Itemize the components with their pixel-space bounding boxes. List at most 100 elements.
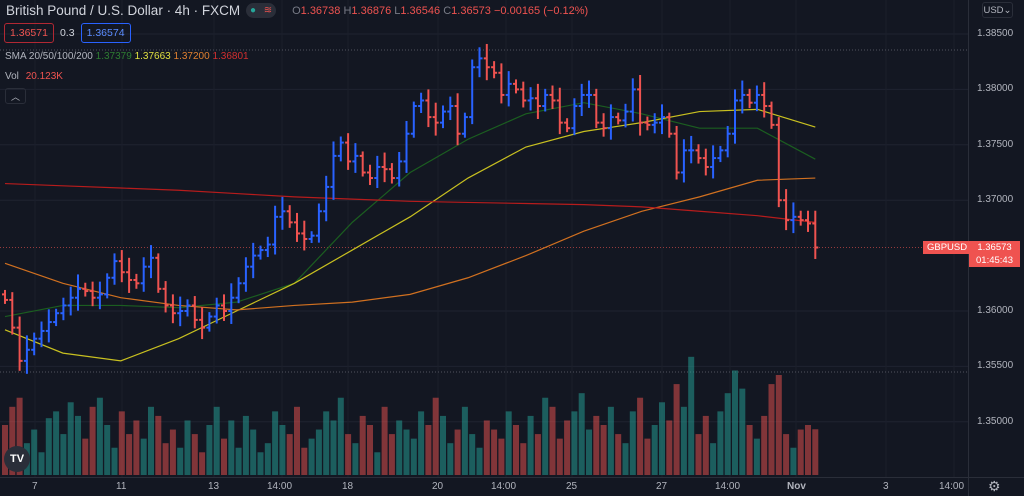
chart-legend: British Pound / U.S. Dollar · 4h · FXCM … xyxy=(6,3,588,18)
volume-bar xyxy=(315,429,322,475)
ohlc-bar xyxy=(659,104,665,135)
volume-bar xyxy=(666,420,673,475)
ohlc-bar xyxy=(323,175,330,222)
ohlc-bar xyxy=(221,294,227,321)
ohlc-bar xyxy=(162,281,169,313)
ohlc-bar xyxy=(45,309,52,343)
collapse-legend-button[interactable]: ︿ xyxy=(5,88,26,104)
volume-bar xyxy=(629,411,636,475)
volume-bar xyxy=(126,434,133,475)
volume-bar xyxy=(381,406,388,475)
ohlc-bar xyxy=(148,245,154,279)
gear-icon[interactable]: ⚙ xyxy=(988,478,1001,494)
symbol-price-tag: GBPUSD xyxy=(923,241,969,254)
ohlc-bar xyxy=(483,43,490,81)
volume-bar xyxy=(38,452,45,475)
ohlc-bar xyxy=(549,85,556,109)
y-tick-label: 1.37000 xyxy=(977,194,1014,206)
ohlc-bar xyxy=(513,79,519,94)
volume-bar xyxy=(9,406,16,475)
ohlc-bar xyxy=(746,88,753,109)
ohlc-bar xyxy=(615,112,622,125)
market-status-icon: ● xyxy=(249,5,257,16)
ohlc-bar xyxy=(593,88,600,129)
ohlc-bar xyxy=(294,212,300,242)
volume-bar xyxy=(352,443,359,475)
bar-countdown: 01:45:43 xyxy=(976,255,1013,266)
volume-bar xyxy=(739,388,746,475)
spread: 0.3 xyxy=(59,27,75,39)
ohlc-bar xyxy=(586,80,592,108)
ohlc-bar xyxy=(724,125,731,158)
status-badge[interactable]: ● ≋ xyxy=(246,3,277,18)
ohlc-bar xyxy=(651,113,658,134)
sma-line-100 xyxy=(4,177,816,311)
volume-bar xyxy=(440,415,446,475)
volume-bar xyxy=(272,411,279,475)
ohlc-bar xyxy=(315,203,322,243)
volume-bar xyxy=(140,438,147,475)
ohlc-bar xyxy=(783,189,790,231)
volume-bar xyxy=(710,443,717,475)
last-price-tag: 1.36573 01:45:43 xyxy=(969,241,1020,267)
sma-legend[interactable]: SMA 20/50/100/200 1.37379 1.37663 1.3720… xyxy=(5,51,249,62)
volume-bar xyxy=(498,438,505,475)
sell-button[interactable]: 1.36571 xyxy=(4,23,54,43)
ohlc-bar xyxy=(228,283,235,324)
ohlc-bar xyxy=(534,83,541,119)
volume-legend[interactable]: Vol 20.123K xyxy=(5,71,63,82)
chevron-up-icon: ︿ xyxy=(10,91,20,102)
ohlc-bar xyxy=(155,253,162,293)
ohlc-bar xyxy=(425,89,432,128)
symbol-title[interactable]: British Pound / U.S. Dollar · 4h · FXCM xyxy=(6,3,241,18)
volume-bar xyxy=(483,420,490,475)
volume-bar xyxy=(461,406,468,475)
ohlc-bar xyxy=(644,116,651,131)
sma-line-50 xyxy=(4,108,816,362)
delay-icon: ≋ xyxy=(263,5,273,16)
volume-bar xyxy=(155,415,162,475)
volume-bar xyxy=(505,411,512,475)
ohlc-bar xyxy=(286,205,293,228)
volume-bar xyxy=(2,425,8,475)
volume-bar xyxy=(688,356,695,475)
tradingview-logo[interactable]: TV xyxy=(4,446,30,472)
volume-bar xyxy=(177,447,184,475)
ohlc-bar xyxy=(31,332,38,356)
ohlc-bar xyxy=(9,292,16,335)
volume-bar xyxy=(746,425,753,475)
ohlc-bar xyxy=(805,210,811,232)
ohlc-bar xyxy=(374,155,381,189)
ohlc-bar xyxy=(600,113,607,137)
ohlc-bar xyxy=(23,335,30,374)
volume-bar xyxy=(607,406,614,475)
volume-bar xyxy=(578,393,585,475)
x-tick-label: 18 xyxy=(342,481,354,492)
volume-bar xyxy=(586,429,592,475)
volume-bar xyxy=(301,447,308,475)
volume-bar xyxy=(221,438,227,475)
volume-bar xyxy=(534,434,541,475)
volume-bar xyxy=(556,438,563,475)
ohlc-bar xyxy=(790,202,797,234)
ohlc-bar xyxy=(564,118,571,133)
volume-bar xyxy=(374,452,381,475)
buy-button[interactable]: 1.36574 xyxy=(80,23,131,43)
currency-selector[interactable]: USD ⌄ xyxy=(982,2,1013,18)
ohlc-bar xyxy=(235,277,242,304)
volume-bar xyxy=(469,434,476,475)
ohlc-bar xyxy=(82,282,89,297)
volume-bar xyxy=(242,415,249,475)
volume-bar xyxy=(337,397,344,475)
volume-bar xyxy=(308,438,315,475)
volume-bar xyxy=(425,425,432,475)
volume-bar xyxy=(359,415,366,475)
volume-bar xyxy=(717,411,724,475)
x-tick-label: 7 xyxy=(32,481,38,492)
ohlc-bar xyxy=(469,59,476,125)
ohlc-bar xyxy=(242,257,249,292)
ohlc-bar xyxy=(191,296,198,329)
x-tick-label: Nov xyxy=(787,481,806,492)
ohlc-bar xyxy=(454,93,461,146)
